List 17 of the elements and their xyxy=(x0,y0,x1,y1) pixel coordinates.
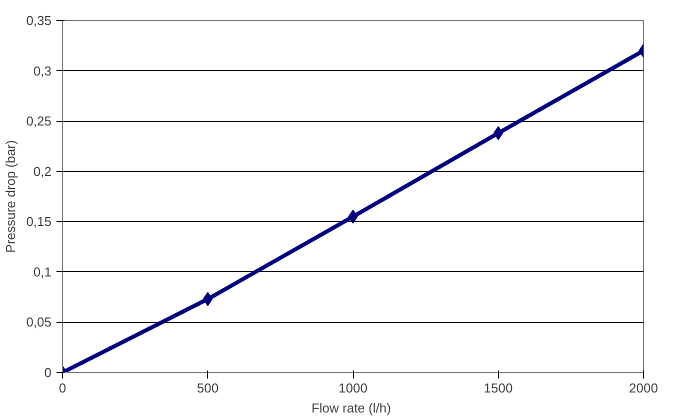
point xyxy=(493,126,504,140)
x-tick-label: 2000 xyxy=(629,380,658,396)
point xyxy=(202,292,213,306)
y-axis-title: Pressure drop (bar) xyxy=(3,140,18,253)
y-tick-label: 0,15 xyxy=(26,214,52,230)
y-tick-label: 0,3 xyxy=(33,63,52,78)
y-tick-label: 0,35 xyxy=(26,13,52,28)
y-tick-label: 0,2 xyxy=(33,164,52,179)
x-tick-label: 1500 xyxy=(484,380,513,396)
y-tick-label: 0 xyxy=(44,365,52,380)
x-tick-label: 0 xyxy=(58,380,66,396)
y-tick-label: 0,1 xyxy=(33,264,52,280)
y-tick-label: 0,25 xyxy=(26,114,52,129)
x-axis-title: Flow rate (l/h) xyxy=(311,400,391,416)
x-tick-label: 500 xyxy=(196,380,219,396)
y-tick-label: 0,05 xyxy=(26,314,52,330)
x-tick-label: 1000 xyxy=(338,380,368,396)
